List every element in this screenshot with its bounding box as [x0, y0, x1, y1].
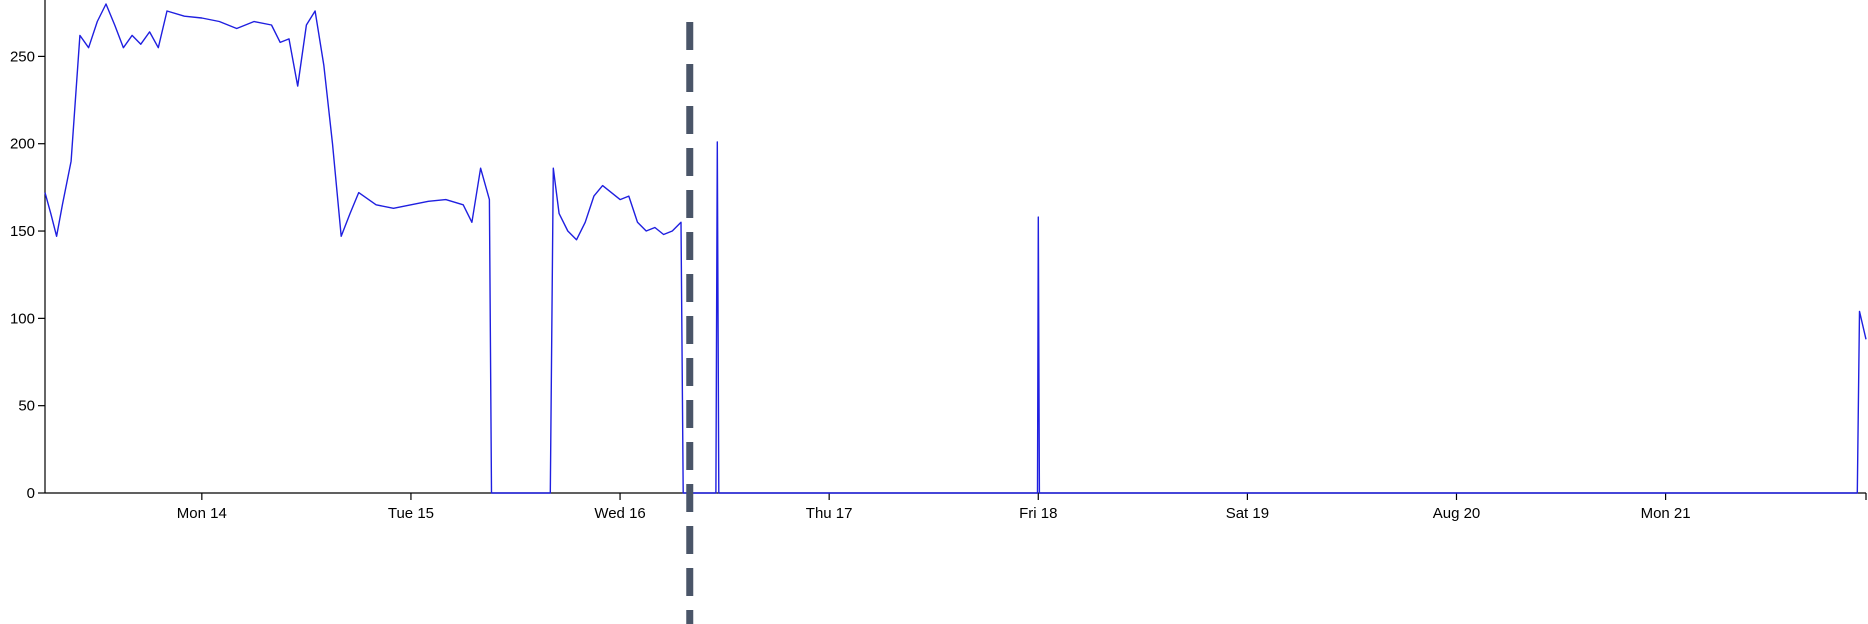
axes	[44, 0, 1866, 494]
y-tick-label: 250	[10, 48, 35, 65]
x-tick-label: Wed 16	[594, 505, 645, 522]
x-tick-label: Tue 15	[388, 505, 434, 522]
series-layer	[44, 3, 1867, 494]
y-tick-label: 150	[10, 223, 35, 240]
x-tick-label: Thu 17	[806, 505, 853, 522]
series-line	[44, 3, 1867, 494]
x-axis-ticks: Mon 14 Tue 15 Wed 16 Thu 17 Fri 18 Sat 19 Aug …	[177, 493, 1867, 522]
x-tick-label: Sat 19	[1226, 505, 1269, 522]
y-axis-ticks: 0 50 100 150 200 250	[10, 48, 45, 502]
y-tick-label: 100	[10, 310, 35, 327]
x-tick-label: Aug 20	[1433, 505, 1481, 522]
y-tick-label: 0	[27, 485, 35, 502]
x-tick-label: Fri 18	[1019, 505, 1057, 522]
y-tick-label: 50	[18, 398, 35, 415]
x-tick-label: Mon 21	[1641, 505, 1691, 522]
x-tick-label: Mon 14	[177, 505, 227, 522]
y-tick-label: 200	[10, 136, 35, 153]
